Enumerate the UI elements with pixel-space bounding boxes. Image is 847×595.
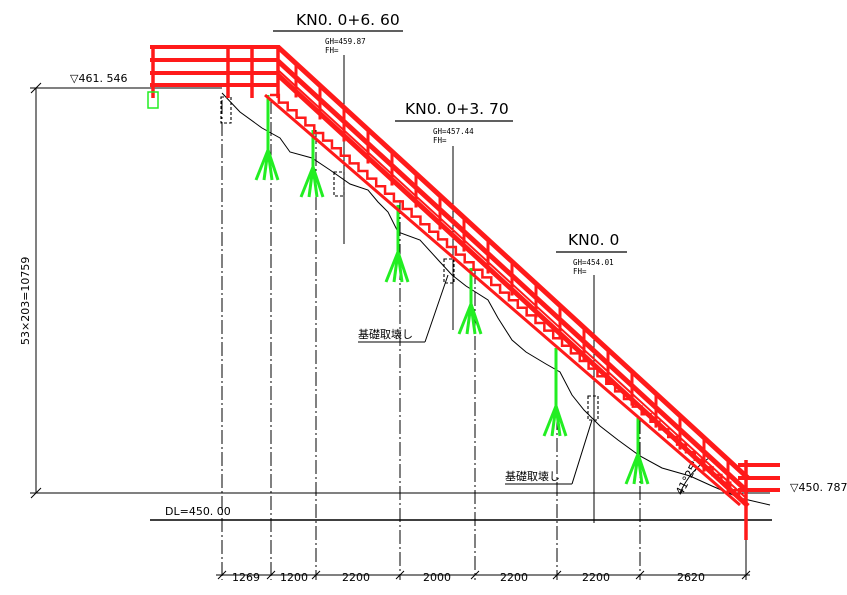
ground-profile-line [221, 92, 771, 506]
elevation-label: ▽461. 546 [70, 72, 127, 85]
dim-segment-4: 2000 [423, 571, 451, 584]
dim-segment-7: 2620 [677, 571, 705, 584]
note-text: 基礎取壊し [505, 470, 560, 483]
datum-label: DL=450. 00 [165, 505, 231, 518]
pile-brace [396, 251, 404, 283]
stair-stringer [264, 93, 741, 507]
station-title: KN0. 0 [568, 231, 619, 249]
station-label-0-660: KN0. 0+6. 60 GH=459.87 FH= [273, 11, 403, 55]
green-pile [254, 95, 280, 181]
dim-segment-5: 2200 [500, 571, 528, 584]
formation-height-label: FH= [325, 46, 339, 55]
green-pile [299, 130, 325, 198]
formation-height-label: FH= [573, 267, 587, 276]
demolish-foundation-note-1: 基礎取壊し [358, 274, 449, 343]
horizontal-dimension: 1269 1200 2200 2000 2200 2200 2620 [216, 505, 751, 584]
green-pile [457, 268, 483, 335]
green-pile [624, 418, 650, 485]
pile-axis-lines [221, 100, 641, 580]
station-title: KN0. 0+3. 70 [405, 100, 509, 118]
demolish-foundation-note-2: 基礎取壊し [505, 419, 593, 485]
pile-brace [554, 405, 562, 437]
vertical-dimension-label: 53×203=10759 [19, 257, 32, 345]
stair-treads [270, 93, 741, 498]
top-anchor-marker [147, 91, 159, 109]
red-handrail-structure [150, 45, 780, 540]
pile-brace [469, 303, 477, 335]
foundation-blocks [220, 96, 599, 421]
dim-segment-2: 1200 [280, 571, 308, 584]
station-label-0: KN0. 0 GH=454.01 FH= [556, 231, 627, 276]
dim-segment-1: 1269 [232, 571, 260, 584]
formation-height-label: FH= [433, 136, 447, 145]
ground-height-label: GH=457.44 [433, 127, 474, 136]
station-title: KN0. 0+6. 60 [296, 11, 400, 29]
note-text: 基礎取壊し [358, 328, 413, 341]
dim-segment-6: 2200 [582, 571, 610, 584]
top-elevation: ▽461. 546 [30, 72, 222, 89]
dim-segment-3: 2200 [342, 571, 370, 584]
ground-height-label: GH=454.01 [573, 258, 614, 267]
green-pile [384, 205, 410, 283]
elevation-label: ▽450. 787 [790, 481, 847, 494]
station-label-0-370: KN0. 0+3. 70 GH=457.44 FH= [395, 100, 513, 145]
green-piles [254, 95, 650, 485]
datum-line: DL=450. 00 [150, 505, 772, 521]
station-center-lines [343, 55, 595, 523]
pile-brace [636, 453, 644, 485]
pile-brace [311, 166, 319, 198]
angle-label: 41°25' [673, 459, 702, 497]
vertical-dimension: 53×203=10759 [19, 82, 42, 499]
ground-height-label: GH=459.87 [325, 37, 366, 46]
pile-brace [266, 149, 274, 181]
green-pile [542, 348, 568, 437]
